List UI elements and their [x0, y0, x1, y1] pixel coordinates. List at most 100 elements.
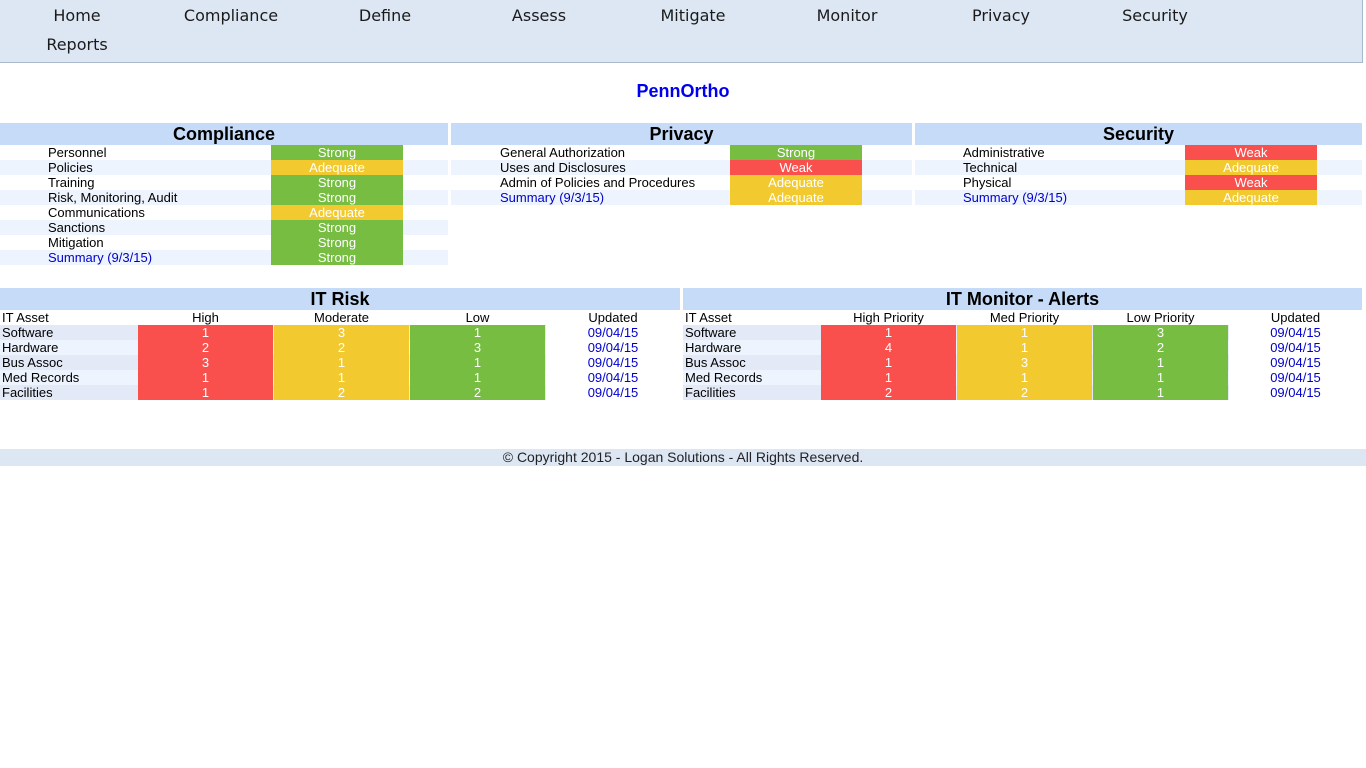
compliance-title: Compliance — [0, 123, 448, 145]
updated-date[interactable]: 09/04/15 — [1229, 355, 1362, 370]
security-title: Security — [915, 123, 1362, 145]
count-cell[interactable]: 1 — [821, 325, 956, 340]
count-cell[interactable]: 1 — [957, 340, 1092, 355]
security-row-physical: Physical Weak — [915, 175, 1362, 190]
table-row: Bus Assoc 1 3 1 09/04/15 — [683, 355, 1362, 370]
count-cell[interactable]: 1 — [274, 370, 409, 385]
asset-name: Med Records — [685, 370, 763, 385]
count-cell[interactable]: 3 — [138, 355, 273, 370]
compliance-rating-badge: Strong — [271, 250, 403, 265]
compliance-row-communications: Communications Adequate — [0, 205, 448, 220]
privacy-panel: Privacy General Authorization Strong Uses a… — [451, 123, 912, 205]
nav-privacy[interactable]: Privacy — [972, 6, 1030, 25]
count-cell[interactable]: 3 — [957, 355, 1092, 370]
count-cell[interactable]: 2 — [138, 340, 273, 355]
compliance-row-policies: Policies Adequate — [0, 160, 448, 175]
count-cell[interactable]: 1 — [138, 385, 273, 400]
updated-date[interactable]: 09/04/15 — [1229, 325, 1362, 340]
it-risk-panel: IT Risk IT Asset High Moderate Low Updated Sof… — [0, 288, 680, 400]
privacy-row-label: General Authorization — [500, 145, 626, 160]
count-cell[interactable]: 1 — [957, 370, 1092, 385]
compliance-summary-link[interactable]: Summary (9/3/15) — [48, 250, 153, 265]
security-row-label: Technical — [963, 160, 1018, 175]
count-cell[interactable]: 1 — [410, 355, 545, 370]
compliance-rating-badge: Strong — [271, 235, 403, 250]
nav-security[interactable]: Security — [1122, 6, 1188, 25]
nav-define[interactable]: Define — [358, 6, 412, 25]
updated-date[interactable]: 09/04/15 — [1229, 340, 1362, 355]
security-row-technical: Technical Adequate — [915, 160, 1362, 175]
asset-name: Bus Assoc — [685, 355, 746, 370]
security-summary-link[interactable]: Summary (9/3/15) — [963, 190, 1068, 205]
asset-name: Med Records — [2, 370, 80, 385]
column-header-it-asset: IT Asset — [685, 310, 732, 325]
count-cell[interactable]: 1 — [138, 370, 273, 385]
nav-mitigate[interactable]: Mitigate — [660, 6, 726, 25]
privacy-row-label: Admin of Policies and Procedures — [500, 175, 696, 190]
compliance-row-mitigation: Mitigation Strong — [0, 235, 448, 250]
nav-compliance[interactable]: Compliance — [183, 6, 279, 25]
compliance-row-label: Mitigation — [48, 235, 104, 250]
privacy-row-uses-and-disclosures: Uses and Disclosures Weak — [451, 160, 912, 175]
count-cell[interactable]: 1 — [1093, 355, 1228, 370]
count-cell[interactable]: 3 — [1093, 325, 1228, 340]
nav-reports[interactable]: Reports — [46, 35, 108, 54]
compliance-row-training: Training Strong — [0, 175, 448, 190]
updated-date[interactable]: 09/04/15 — [546, 385, 680, 400]
table-row: Facilities 1 2 2 09/04/15 — [0, 385, 680, 400]
nav-assess[interactable]: Assess — [511, 6, 567, 25]
updated-date[interactable]: 09/04/15 — [546, 340, 680, 355]
column-header-med-priority: Med Priority — [989, 310, 1060, 325]
security-rating-badge: Adequate — [1185, 160, 1317, 175]
privacy-summary-link[interactable]: Summary (9/3/15) — [500, 190, 605, 205]
column-header-updated: Updated — [1270, 310, 1321, 325]
count-cell[interactable]: 2 — [1093, 340, 1228, 355]
asset-name: Hardware — [2, 340, 59, 355]
count-cell[interactable]: 1 — [138, 325, 273, 340]
nav-home[interactable]: Home — [53, 6, 101, 25]
count-cell[interactable]: 3 — [274, 325, 409, 340]
asset-name: Facilities — [2, 385, 53, 400]
org-title[interactable]: PennOrtho — [636, 81, 730, 101]
compliance-rating-badge: Adequate — [271, 160, 403, 175]
count-cell[interactable]: 3 — [410, 340, 545, 355]
count-cell[interactable]: 1 — [410, 325, 545, 340]
count-cell[interactable]: 2 — [410, 385, 545, 400]
count-cell[interactable]: 1 — [821, 355, 956, 370]
table-row: Facilities 2 2 1 09/04/15 — [683, 385, 1362, 400]
count-cell[interactable]: 2 — [274, 385, 409, 400]
compliance-summary-row: Summary (9/3/15) Strong — [0, 250, 448, 265]
compliance-row-risk-monitoring-audit: Risk, Monitoring, Audit Strong — [0, 190, 448, 205]
asset-name: Hardware — [685, 340, 742, 355]
compliance-rating-badge: Strong — [271, 220, 403, 235]
privacy-rating-badge: Adequate — [730, 175, 862, 190]
count-cell[interactable]: 1 — [821, 370, 956, 385]
updated-date[interactable]: 09/04/15 — [1229, 385, 1362, 400]
table-row: Med Records 1 1 1 09/04/15 — [0, 370, 680, 385]
count-cell[interactable]: 1 — [1093, 385, 1228, 400]
count-cell[interactable]: 1 — [957, 325, 1092, 340]
table-row: Bus Assoc 3 1 1 09/04/15 — [0, 355, 680, 370]
privacy-rating-badge: Strong — [730, 145, 862, 160]
nav-monitor[interactable]: Monitor — [816, 6, 878, 25]
count-cell[interactable]: 2 — [957, 385, 1092, 400]
count-cell[interactable]: 1 — [410, 370, 545, 385]
privacy-summary-row: Summary (9/3/15) Adequate — [451, 190, 912, 205]
compliance-rating-badge: Strong — [271, 190, 403, 205]
asset-name: Software — [2, 325, 54, 340]
updated-date[interactable]: 09/04/15 — [546, 355, 680, 370]
count-cell[interactable]: 4 — [821, 340, 956, 355]
count-cell[interactable]: 2 — [821, 385, 956, 400]
privacy-row-general-authorization: General Authorization Strong — [451, 145, 912, 160]
updated-date[interactable]: 09/04/15 — [1229, 370, 1362, 385]
updated-date[interactable]: 09/04/15 — [546, 325, 680, 340]
table-row: Hardware 2 2 3 09/04/15 — [0, 340, 680, 355]
column-header-low-priority: Low Priority — [1126, 310, 1195, 325]
count-cell[interactable]: 2 — [274, 340, 409, 355]
updated-date[interactable]: 09/04/15 — [546, 370, 680, 385]
count-cell[interactable]: 1 — [1093, 370, 1228, 385]
security-row-administrative: Administrative Weak — [915, 145, 1362, 160]
count-cell[interactable]: 1 — [274, 355, 409, 370]
compliance-rating-badge: Adequate — [271, 205, 403, 220]
compliance-rating-badge: Strong — [271, 175, 403, 190]
